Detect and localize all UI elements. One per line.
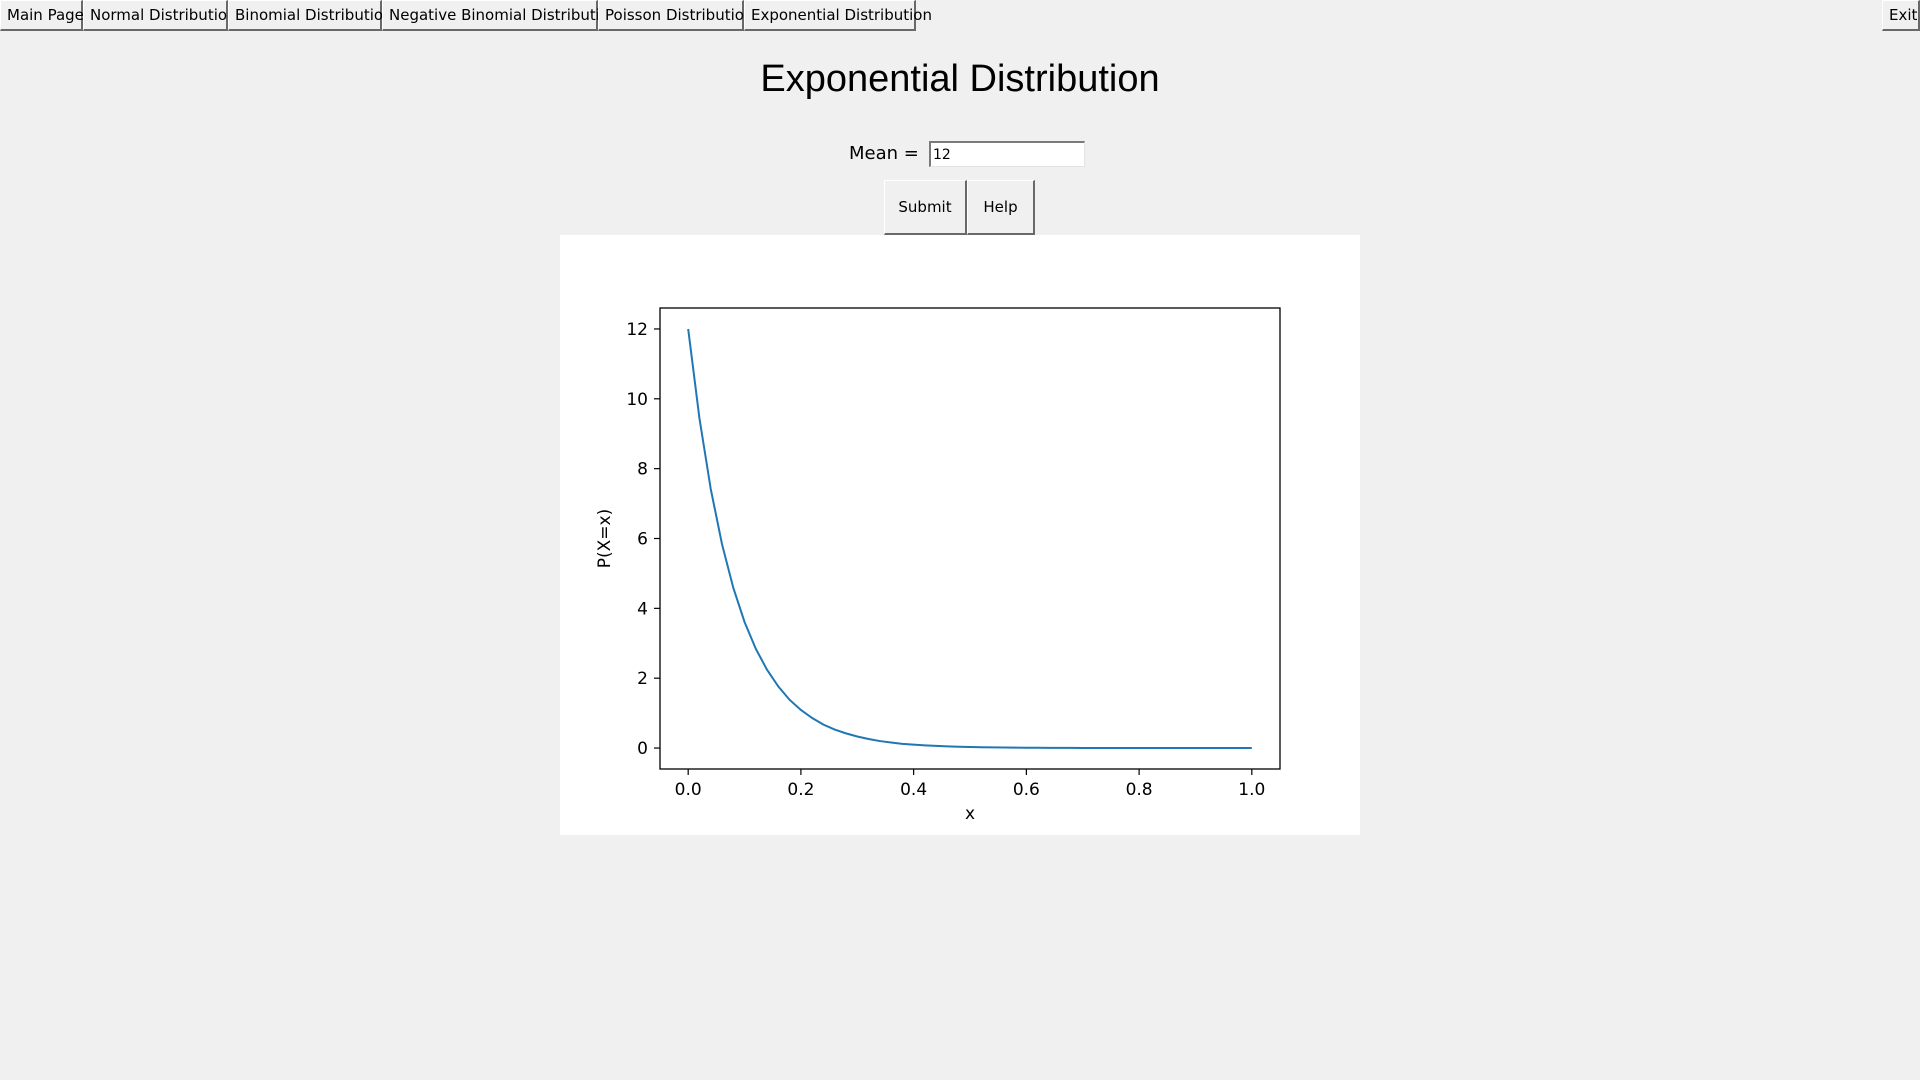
- chart-panel: 0.0 0.2 0.4 0.6 0.8 1.0 0 2 4 6 8 10 12 x P(X=x): [560, 235, 1360, 835]
- y-tick-label: 12: [626, 320, 648, 340]
- y-axis-label: P(X=x): [595, 509, 615, 568]
- y-axis-ticks: 0 2 4 6 8 10 12: [626, 320, 660, 759]
- y-tick-label: 10: [626, 390, 648, 410]
- top-nav-bar: Main Page Normal Distribution Binomial D…: [0, 0, 932, 31]
- series-line: [687, 328, 1252, 750]
- x-axis-ticks: 0.0 0.2 0.4 0.6 0.8 1.0: [675, 769, 1265, 800]
- y-tick-label: 2: [637, 669, 648, 689]
- x-tick-label: 0.4: [900, 780, 927, 800]
- x-tick-label: 0.8: [1126, 780, 1153, 800]
- y-tick-label: 8: [637, 460, 648, 480]
- page-title: Exponential Distribution: [760, 58, 1160, 100]
- nav-poisson-distribution-button[interactable]: Poisson Distribution: [598, 0, 753, 31]
- nav-main-page-button[interactable]: Main Page: [0, 0, 84, 31]
- x-tick-label: 0.6: [1013, 780, 1040, 800]
- x-tick-label: 0.0: [675, 780, 702, 800]
- x-tick-label: 1.0: [1238, 780, 1265, 800]
- x-axis-label: x: [965, 804, 975, 824]
- nav-exponential-distribution-button[interactable]: Exponential Distribution: [744, 0, 932, 31]
- plot-area-frame: [659, 307, 1281, 770]
- y-tick-label: 0: [637, 739, 648, 759]
- nav-normal-distribution-button[interactable]: Normal Distribution: [83, 0, 237, 31]
- mean-input[interactable]: [929, 141, 1085, 167]
- nav-binomial-distribution-button[interactable]: Binomial Distribution: [228, 0, 393, 31]
- exponential-chart: 0.0 0.2 0.4 0.6 0.8 1.0 0 2 4 6 8 10 12 x P(X=x): [595, 307, 1281, 824]
- mean-label: Mean =: [849, 143, 919, 164]
- nav-negative-binomial-distribution-button[interactable]: Negative Binomial Distribution: [382, 0, 619, 31]
- help-button[interactable]: Help: [967, 180, 1035, 235]
- exit-button[interactable]: Exit: [1882, 0, 1920, 31]
- y-tick-label: 4: [637, 599, 648, 619]
- submit-button[interactable]: Submit: [884, 180, 967, 235]
- x-tick-label: 0.2: [787, 780, 814, 800]
- y-tick-label: 6: [637, 530, 648, 550]
